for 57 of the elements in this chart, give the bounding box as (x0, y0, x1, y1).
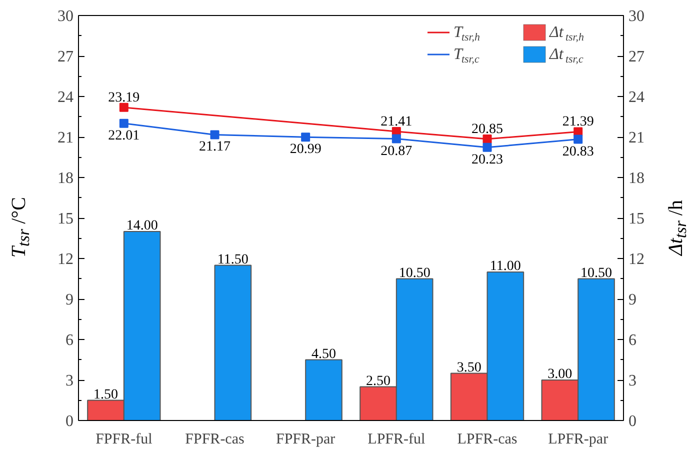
data-label: 21.17 (199, 140, 230, 155)
y-tick-label: 21 (58, 130, 74, 146)
y-tick-label: 15 (58, 210, 74, 228)
y2-tick-label: 27 (628, 48, 644, 66)
data-label: 20.23 (472, 152, 503, 168)
y2-tick-label: 3 (628, 372, 636, 390)
data-label: 2.50 (366, 374, 390, 389)
y2-tick-label: 12 (628, 251, 644, 268)
y-tick-label: 0 (66, 413, 74, 430)
y-tick-label: 12 (58, 251, 74, 268)
data-label: 10.50 (398, 266, 430, 281)
y-tick-label: 30 (58, 8, 74, 25)
y-tick-label: 3 (66, 372, 74, 390)
data-label: 11.50 (217, 252, 248, 268)
y2-tick-label: 6 (628, 332, 636, 349)
y2-tick-label: 24 (628, 89, 644, 106)
data-label: 1.50 (94, 387, 118, 402)
data-label: 3.00 (548, 367, 572, 382)
point (119, 118, 128, 128)
x-tick-label: FPFR-cas (185, 432, 244, 448)
y-tick-label: 18 (58, 170, 74, 187)
point (392, 134, 401, 144)
data-label: 4.50 (312, 346, 336, 362)
bar (305, 359, 342, 420)
data-label: 22.01 (108, 128, 140, 144)
point (301, 132, 310, 142)
data-label: 23.19 (108, 90, 140, 106)
x-tick-label: LPFR-par (548, 432, 608, 448)
y-tick-label: 9 (66, 292, 74, 308)
data-label: 21.41 (380, 114, 412, 130)
point (482, 142, 492, 152)
data-label: 3.50 (456, 360, 482, 376)
x-tick-label: FPFR-par (276, 432, 336, 448)
point (210, 130, 220, 140)
y2-tick-label: 21 (628, 130, 644, 146)
data-label: 14.00 (126, 218, 158, 234)
x-tick-label: FPFR-ful (96, 432, 152, 448)
y2-tick-label: 18 (628, 170, 644, 187)
data-label: 20.85 (472, 122, 503, 138)
y-tick-label: 24 (58, 89, 74, 106)
data-label: 20.83 (562, 144, 594, 160)
x-tick-label: LPFR-cas (457, 432, 518, 448)
y2-tick-label: 30 (628, 8, 644, 25)
y2-tick-label: 9 (628, 292, 636, 308)
point (119, 102, 128, 112)
point (574, 134, 583, 144)
y2-tick-label: 0 (628, 413, 636, 430)
x-tick-label: LPFR-ful (368, 432, 426, 448)
bar (214, 264, 252, 420)
y-tick-label: 27 (58, 48, 74, 66)
y-tick-label: 6 (66, 332, 74, 349)
data-label: 10.50 (580, 266, 612, 281)
data-label: 20.99 (290, 142, 322, 158)
data-label: 11.00 (490, 259, 521, 274)
data-label: 20.87 (380, 144, 412, 159)
data-label: 21.39 (562, 114, 594, 130)
y2-tick-label: 15 (628, 210, 644, 228)
